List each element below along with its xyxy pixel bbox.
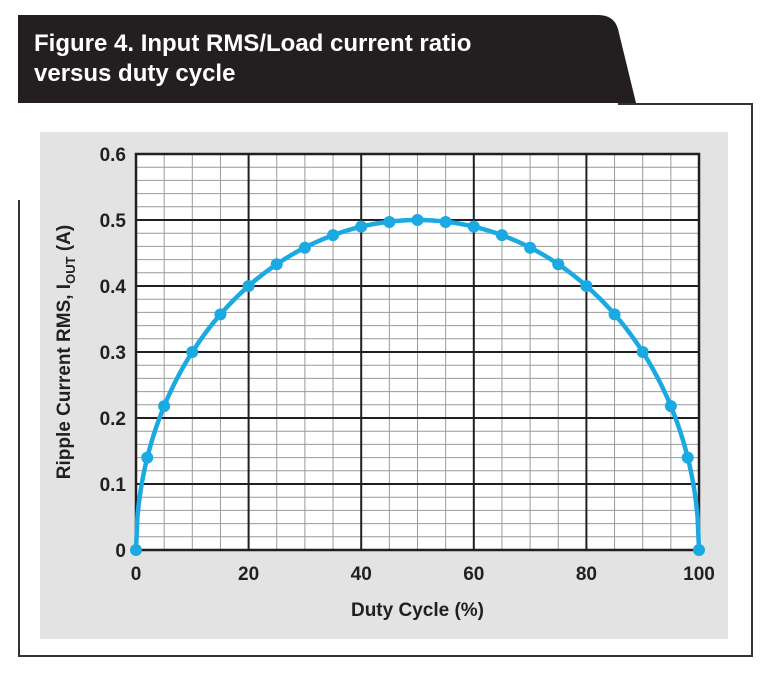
data-point — [214, 308, 227, 321]
x-tick-label: 60 — [463, 564, 484, 585]
data-point — [186, 346, 199, 358]
y-tick-label: 0.6 — [100, 145, 126, 166]
data-point — [693, 544, 705, 556]
frame-line-right — [751, 103, 753, 656]
x-tick-label: 40 — [351, 564, 372, 585]
data-point — [495, 229, 508, 242]
data-point — [439, 215, 452, 228]
frame-line-left — [18, 200, 20, 657]
data-point — [130, 544, 142, 556]
y-tick-label: 0.3 — [100, 343, 126, 364]
y-tick-label: 0.4 — [100, 277, 127, 298]
x-tick-label: 20 — [238, 564, 259, 585]
data-point — [270, 258, 283, 271]
x-tick-label: 80 — [576, 564, 597, 585]
data-point — [552, 258, 565, 271]
data-point — [467, 220, 480, 233]
data-point — [664, 400, 677, 413]
figure-title: Figure 4. Input RMS/Load current ratio v… — [34, 30, 472, 87]
data-point — [242, 280, 255, 292]
data-point — [298, 241, 311, 254]
data-point — [327, 229, 340, 242]
x-tick-label: 100 — [683, 564, 715, 585]
y-tick-label: 0.1 — [100, 475, 127, 496]
data-point — [608, 308, 621, 321]
data-point — [383, 215, 396, 228]
data-point — [158, 400, 171, 413]
y-tick-label: 0.2 — [100, 409, 126, 430]
title-tab-shape — [18, 15, 636, 103]
y-tick-label: 0.5 — [100, 211, 127, 232]
data-point — [411, 214, 424, 226]
data-point — [355, 220, 368, 233]
figure-title-tab: Figure 4. Input RMS/Load current ratio v… — [18, 15, 636, 105]
data-point — [141, 451, 154, 464]
data-point — [524, 241, 537, 254]
y-axis-label: Ripple Current RMS, IOUT (A) — [54, 225, 78, 479]
data-point — [636, 346, 649, 358]
x-axis-label: Duty Cycle (%) — [351, 600, 484, 621]
data-point — [681, 451, 694, 464]
ripple-current-chart: 0 20 40 60 80 100 0 0.1 0.2 0.3 0.4 0.5 0.6 Duty Cycl… — [54, 145, 715, 621]
data-point — [580, 280, 593, 292]
chart-panel: 0 20 40 60 80 100 0 0.1 0.2 0.3 0.4 0.5 0.6 Duty Cycl… — [40, 132, 728, 639]
frame-line-top — [618, 103, 753, 105]
plot-border — [134, 152, 701, 552]
y-tick-label: 0 — [115, 541, 126, 562]
frame-line-bottom — [18, 655, 753, 657]
x-tick-label: 0 — [131, 564, 142, 585]
